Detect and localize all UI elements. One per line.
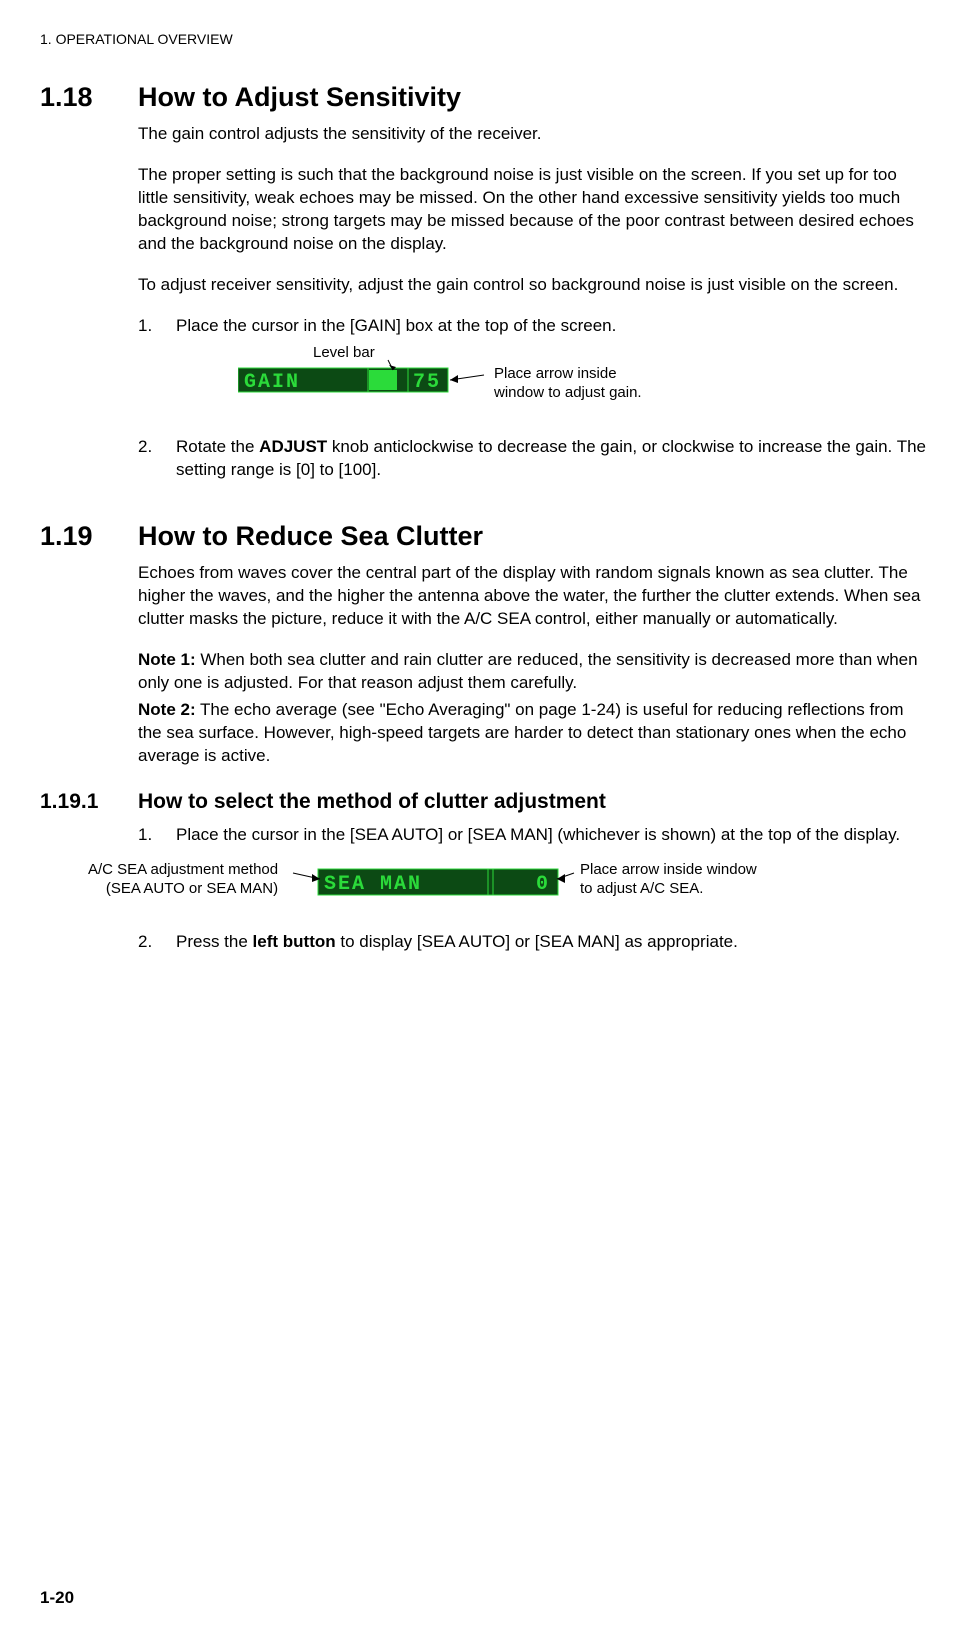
step-text: Press the left button to display [SEA AU… <box>176 931 738 954</box>
section-number: 1.18 <box>40 79 110 115</box>
gain-value-text: 75 <box>413 371 441 394</box>
page-number: 1-20 <box>40 1587 74 1610</box>
section-1-19-heading: 1.19 How to Reduce Sea Clutter <box>40 518 930 554</box>
text-span: When both sea clutter and rain clutter a… <box>138 650 918 692</box>
text-span: Rotate the <box>176 437 259 456</box>
annot-line: Place arrow inside <box>494 365 617 382</box>
gain-label-text: GAIN <box>244 371 300 394</box>
step-number: 2. <box>138 931 158 954</box>
step-text: Place the cursor in the [GAIN] box at th… <box>176 315 616 338</box>
step-text: Rotate the ADJUST knob anticlockwise to … <box>176 436 930 482</box>
annot-place-arrow: Place arrow inside window to adjust A/C … <box>580 861 757 899</box>
paragraph: The proper setting is such that the back… <box>138 164 930 256</box>
paragraph: Echoes from waves cover the central part… <box>138 562 930 631</box>
sea-figure: A/C SEA adjustment method (SEA AUTO or S… <box>40 859 930 915</box>
bold-text: Note 2: <box>138 700 196 719</box>
step-2: 2. Press the left button to display [SEA… <box>138 931 930 954</box>
note-2: Note 2: The echo average (see "Echo Aver… <box>138 699 930 768</box>
sea-value-text: 0 <box>536 873 550 896</box>
note-1: Note 1: When both sea clutter and rain c… <box>138 649 930 695</box>
bold-text: left button <box>253 932 336 951</box>
text-span: The echo average (see "Echo Averaging" o… <box>138 700 906 765</box>
subsection-number: 1.19.1 <box>40 788 110 816</box>
section-title: How to Reduce Sea Clutter <box>138 518 483 554</box>
section-title: How to Adjust Sensitivity <box>138 79 461 115</box>
annot-place-arrow: Place arrow inside window to adjust gain… <box>494 365 642 403</box>
step-2: 2. Rotate the ADJUST knob anticlockwise … <box>138 436 930 482</box>
step-number: 1. <box>138 315 158 338</box>
annot-line: to adjust A/C SEA. <box>580 880 703 897</box>
chapter-header: 1. OPERATIONAL OVERVIEW <box>40 30 930 49</box>
gain-figure: Level bar GAIN 75 Place arrow inside win… <box>138 350 930 420</box>
step-number: 1. <box>138 824 158 847</box>
paragraph: To adjust receiver sensitivity, adjust t… <box>138 274 930 297</box>
step-text: Place the cursor in the [SEA AUTO] or [S… <box>176 824 900 847</box>
bold-text: ADJUST <box>259 437 327 456</box>
sea-label-text: SEA MAN <box>324 873 422 896</box>
text-span: to display [SEA AUTO] or [SEA MAN] as ap… <box>336 932 738 951</box>
bold-text: Note 1: <box>138 650 196 669</box>
step-number: 2. <box>138 436 158 482</box>
step-1: 1. Place the cursor in the [GAIN] box at… <box>138 315 930 338</box>
subsection-1-19-1-heading: 1.19.1 How to select the method of clutt… <box>40 788 930 816</box>
annot-line: window to adjust gain. <box>494 384 642 401</box>
step-1: 1. Place the cursor in the [SEA AUTO] or… <box>138 824 930 847</box>
text-span: Press the <box>176 932 253 951</box>
section-number: 1.19 <box>40 518 110 554</box>
section-1-18-heading: 1.18 How to Adjust Sensitivity <box>40 79 930 115</box>
subsection-title: How to select the method of clutter adju… <box>138 788 606 816</box>
paragraph: The gain control adjusts the sensitivity… <box>138 123 930 146</box>
annot-line: Place arrow inside window <box>580 861 757 878</box>
